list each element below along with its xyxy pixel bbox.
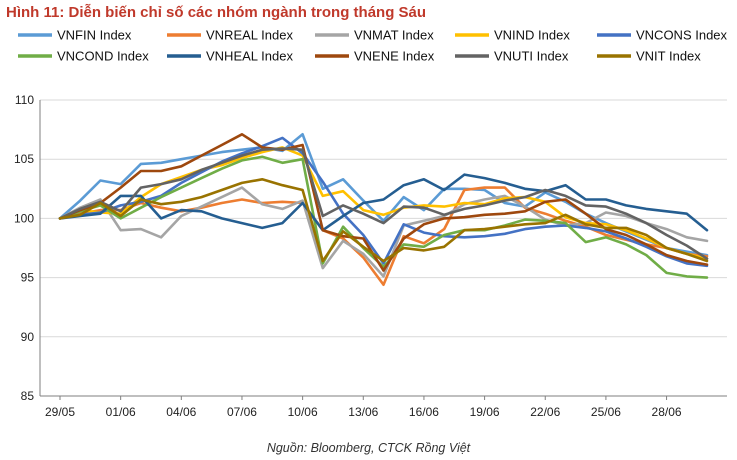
x-tick-label: 13/06 <box>348 405 378 419</box>
x-tick-label: 16/06 <box>409 405 439 419</box>
series-line-vnfin <box>58 133 709 257</box>
y-tick-label: 110 <box>15 93 34 107</box>
x-tick-label: 01/06 <box>106 405 136 419</box>
series-line-vnmat <box>58 186 709 278</box>
y-tick-label: 90 <box>21 330 35 344</box>
series-line-vnreal <box>58 186 709 287</box>
x-tick-label: 25/06 <box>591 405 621 419</box>
axes <box>39 100 727 397</box>
y-tick-label: 85 <box>21 389 35 403</box>
legend-label-vnuti: VNUTI Index <box>494 49 569 64</box>
series-line-vnuti <box>58 147 709 261</box>
legend-label-vncond: VNCOND Index <box>57 49 149 64</box>
series-line-vncons <box>58 136 709 268</box>
legend-label-vncons: VNCONS Index <box>636 28 728 43</box>
x-axis-ticks: 29/05 01/06 04/06 07/06 10/06 13/06 16/06 19/06… <box>45 396 682 419</box>
x-tick-label: 29/05 <box>45 405 75 419</box>
legend-label-vnmat: VNMAT Index <box>354 28 434 43</box>
x-tick-label: 04/06 <box>166 405 196 419</box>
series-lines <box>58 133 709 287</box>
series-line-vnheal <box>58 173 709 232</box>
series-line-vncond <box>58 155 709 279</box>
series-line-vnit <box>58 178 709 263</box>
x-tick-label: 28/06 <box>652 405 682 419</box>
x-tick-label: 07/06 <box>227 405 257 419</box>
legend-label-vnind: VNIND Index <box>494 28 570 43</box>
legend-label-vnreal: VNREAL Index <box>206 28 293 43</box>
y-tick-label: 95 <box>21 271 35 285</box>
legend: VNFIN Index VNREAL Index VNMAT Index VNIND … <box>18 28 728 64</box>
x-tick-label: 19/06 <box>470 405 500 419</box>
legend-label-vnene: VNENE Index <box>354 49 435 64</box>
legend-label-vnfin: VNFIN Index <box>57 28 132 43</box>
y-tick-label: 100 <box>14 211 34 225</box>
x-tick-label: 10/06 <box>288 405 318 419</box>
series-line-vnene <box>58 133 709 272</box>
source-note: Nguồn: Bloomberg, CTCK Rồng Việt <box>266 441 471 455</box>
x-tick-label: 22/06 <box>530 405 560 419</box>
y-axis-ticks: 85 90 95 100 105 110 <box>14 93 34 403</box>
gridlines <box>40 99 727 397</box>
legend-label-vnheal: VNHEAL Index <box>206 49 293 64</box>
legend-label-vnit: VNIT Index <box>636 49 701 64</box>
chart-title: Hình 11: Diễn biến chỉ số các nhóm ngành… <box>6 4 427 21</box>
y-tick-label: 105 <box>14 152 34 166</box>
